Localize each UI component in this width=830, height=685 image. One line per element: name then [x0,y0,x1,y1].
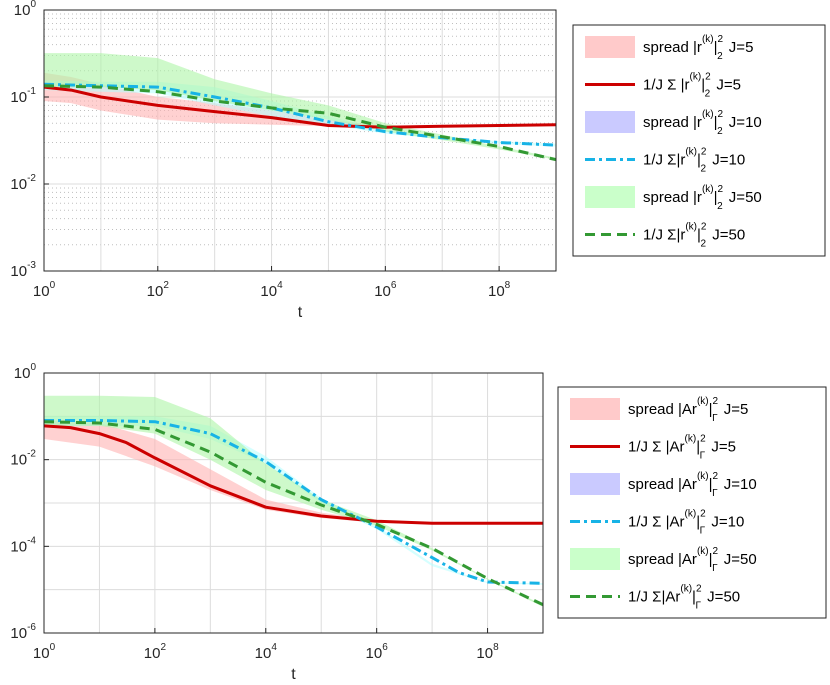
legend-label: 1/J Σ |Ar(k)|2 Γ J=10 [628,509,744,537]
legend-swatch [570,473,620,495]
legend-box [557,386,827,619]
legend-label: 1/J Σ |Ar(k)|2 Γ J=5 [628,434,736,462]
band-spread-j-50 [44,395,543,607]
legend-box [572,24,826,257]
legend-label: spread |Ar(k)|2 Γ J=10 [628,471,757,499]
legend-label: spread |Ar(k)|2 Γ J=50 [628,546,757,574]
x-axis-label: t [291,666,296,683]
legend-swatch [570,548,620,570]
legend-label: spread |r(k)|2 2 J=50 [643,184,762,212]
y-tick-label: 10-2 [10,173,36,193]
y-tick-label: 10-3 [10,260,36,280]
y-tick-label: 10-1 [10,86,36,106]
legend-label: 1/J Σ|r(k)|2 2 J=10 [643,147,745,175]
y-tick-label: 100 [14,362,37,382]
legend-label: 1/J Σ |r(k)|2 2 J=5 [643,72,741,100]
legend-label: spread |r(k)|2 2 J=10 [643,109,762,137]
x-tick-label: 108 [488,280,511,300]
line-mean-j-5 [44,424,543,525]
x-tick-label: 102 [147,280,170,300]
x-tick-label: 106 [374,280,397,300]
axes-box [43,372,544,634]
line-mean-j-10 [44,82,556,147]
chart-panel-1: 100 102 104 106 108 10-3 10-2 10-1 100 t spread |r… [10,0,826,321]
line-mean-j-5 [44,85,556,129]
line-mean-j-50 [44,420,543,607]
legend: spread |r(k)|2 2 J=5 1/J Σ |r(k)|2 2 J=5 spr… [572,24,826,257]
x-tick-label: 104 [260,280,283,300]
x-tick-label: 102 [144,642,167,662]
legend-swatch [585,111,635,133]
legend-label: 1/J Σ|Ar(k)|2 Γ J=50 [628,584,740,612]
legend-label: spread |Ar(k)|2 Γ J=5 [628,396,748,424]
legend: spread |Ar(k)|2 Γ J=5 1/J Σ |Ar(k)|2 Γ J=5 s… [557,386,827,619]
data-layer [44,395,543,607]
legend-swatch [585,186,635,208]
axes-box [43,9,557,272]
data-layer [44,53,556,162]
legend-swatch [585,36,635,58]
legend-label: 1/J Σ|r(k)|2 2 J=50 [643,222,745,250]
x-tick-label: 108 [476,642,499,662]
x-axis-label: t [298,304,303,321]
x-tick-label: 106 [366,642,389,662]
y-tick-label: 10-2 [10,449,36,469]
legend-label: spread |r(k)|2 2 J=5 [643,34,753,62]
band-spread-j-5 [44,72,556,128]
line-mean-j-10 [44,419,543,585]
line-mean-j-50 [44,84,556,162]
x-tick-label: 104 [255,642,278,662]
band-spread-j-5 [44,420,543,525]
y-tick-label: 10-4 [10,535,36,555]
legend-swatch [570,398,620,420]
chart-panel-2: 100 102 104 106 108 10-6 10-4 10-2 100 t spread |A… [10,362,827,683]
x-tick-label: 100 [33,642,56,662]
y-tick-label: 10-6 [10,622,36,642]
x-tick-label: 100 [33,280,56,300]
y-tick-label: 100 [14,0,37,19]
